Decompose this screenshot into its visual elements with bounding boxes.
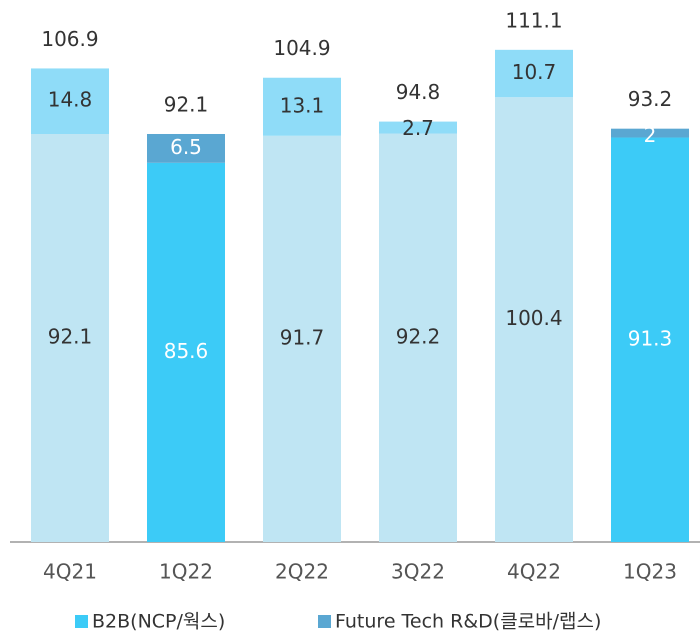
x-tick-label: 1Q22 <box>159 560 213 584</box>
total-label: 94.8 <box>396 80 441 104</box>
x-tick-label: 4Q22 <box>507 560 561 584</box>
data-label: 10.7 <box>512 60 557 84</box>
bar-segment <box>31 133 109 542</box>
data-label: 92.1 <box>48 324 93 348</box>
x-tick-label: 1Q23 <box>623 560 677 584</box>
data-label: 91.7 <box>280 325 325 349</box>
total-label: 104.9 <box>273 36 330 60</box>
total-label: 93.2 <box>628 87 673 111</box>
bar-segment <box>263 77 341 136</box>
x-tick-label: 3Q22 <box>391 560 445 584</box>
bar-segment <box>495 97 573 542</box>
bar-segment <box>379 121 457 134</box>
data-label: 2.7 <box>402 116 434 140</box>
bar-segment <box>379 133 457 542</box>
data-label: 2 <box>644 123 657 147</box>
data-label: 85.6 <box>164 339 209 363</box>
bar-segment <box>495 49 573 98</box>
total-label: 92.1 <box>164 92 209 116</box>
data-label: 6.5 <box>170 135 202 159</box>
bar-segment <box>147 162 225 543</box>
data-label: 92.2 <box>396 324 441 348</box>
total-label: 111.1 <box>505 8 562 32</box>
data-label: 100.4 <box>505 306 562 330</box>
bar-segment <box>31 68 109 134</box>
x-tick-label: 2Q22 <box>275 560 329 584</box>
data-label: 91.3 <box>628 326 673 350</box>
bar-segment <box>147 133 225 163</box>
data-label: 13.1 <box>280 93 325 117</box>
legend-label: B2B(NCP/웍스) <box>92 611 225 633</box>
bar-segment <box>263 135 341 543</box>
legend-swatch <box>318 615 331 628</box>
data-label: 14.8 <box>48 88 93 112</box>
bar-segment <box>611 137 689 542</box>
bar-segment <box>611 128 689 138</box>
legend-swatch <box>75 615 88 628</box>
legend-label: Future Tech R&D(클로바/랩스) <box>335 611 601 633</box>
total-label: 106.9 <box>41 27 98 51</box>
x-tick-label: 4Q21 <box>43 560 97 584</box>
